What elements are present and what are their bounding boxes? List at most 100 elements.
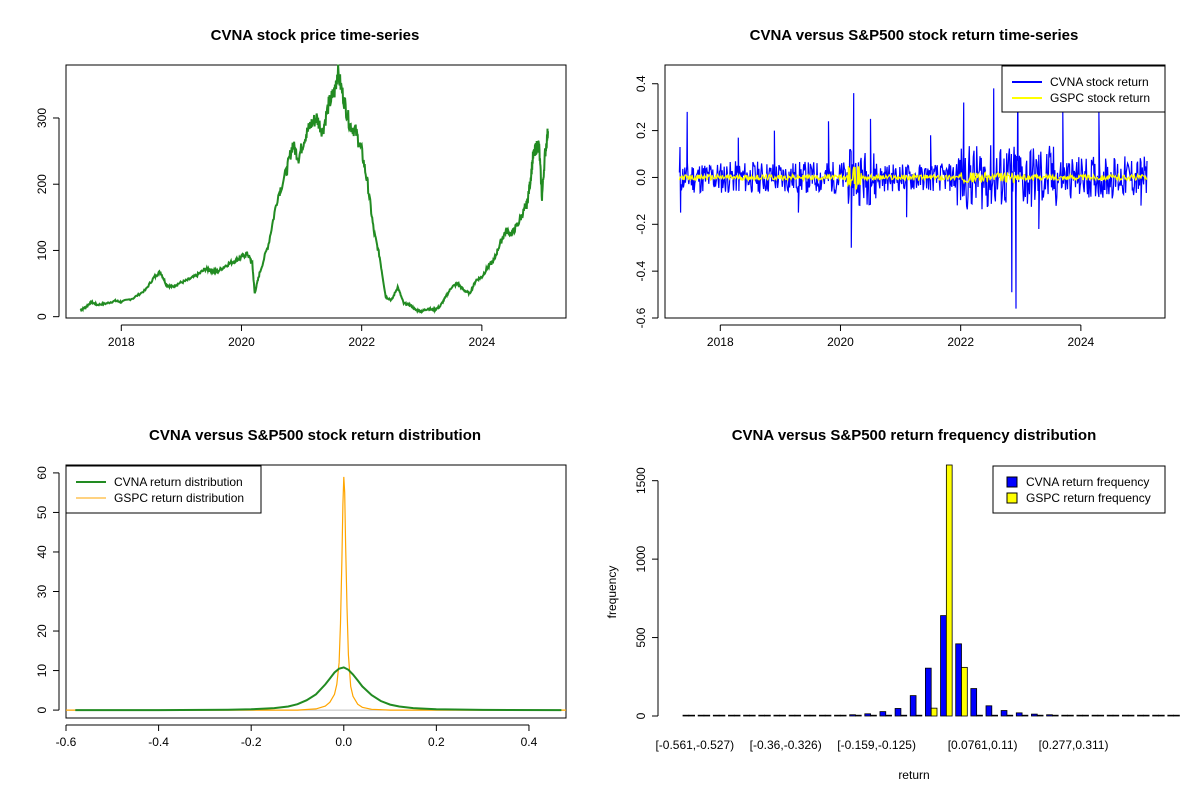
gspc-frequency-bar bbox=[1067, 714, 1074, 717]
cvna-frequency-bar bbox=[940, 615, 947, 717]
panel1-y-tick-label: 300 bbox=[35, 108, 49, 128]
gspc-frequency-bar bbox=[749, 714, 756, 717]
cvna-frequency-bar bbox=[1076, 714, 1084, 717]
gspc-frequency-bar bbox=[809, 714, 817, 717]
cvna-density-line bbox=[75, 666, 562, 712]
gspc-frequency-bar bbox=[961, 666, 968, 717]
gspc-frequency-bar bbox=[794, 714, 802, 717]
cvna-frequency-bar bbox=[788, 714, 796, 717]
cvna-frequency-bar bbox=[1167, 714, 1175, 717]
panel-return-distribution: CVNA versus S&P500 stock return distribu… bbox=[35, 427, 567, 749]
gspc-frequency-bar bbox=[839, 714, 847, 717]
cvna-frequency-bar bbox=[1091, 714, 1099, 717]
legend-label-gspc-density: GSPC return distribution bbox=[114, 491, 244, 505]
legend-label-gspc-frequency: GSPC return frequency bbox=[1026, 491, 1151, 505]
panel2-y-axis: -0.6 -0.4 -0.2 0.0 0.2 0.4 bbox=[634, 75, 659, 328]
cvna-frequency-bar bbox=[849, 714, 856, 717]
panel4-y-axis: 0 500 1000 1500 bbox=[634, 467, 659, 719]
cvna-frequency-bar bbox=[1106, 714, 1114, 717]
cvna-frequency-bar bbox=[803, 714, 811, 717]
panel2-x-tick-label: 2022 bbox=[947, 335, 974, 349]
gspc-frequency-bar bbox=[976, 714, 983, 717]
gspc-frequency-bar bbox=[900, 714, 908, 717]
cvna-frequency-bar bbox=[909, 695, 917, 717]
panel2-y-tick-label: 0.0 bbox=[634, 169, 648, 186]
gspc-frequency-bar bbox=[703, 714, 711, 717]
cvna-frequency-bar bbox=[1137, 714, 1144, 717]
cvna-frequency-bar bbox=[682, 714, 690, 717]
gspc-frequency-bar bbox=[1142, 714, 1150, 717]
gspc-frequency-bar bbox=[1006, 714, 1014, 717]
panel1-x-tick-label: 2020 bbox=[228, 335, 255, 349]
panel-return-frequency: CVNA versus S&P500 return frequency dist… bbox=[605, 427, 1180, 782]
panel2-x-tick-label: 2024 bbox=[1068, 335, 1095, 349]
cvna-frequency-bar bbox=[879, 711, 887, 717]
panel3-y-tick-label: 0 bbox=[35, 706, 49, 713]
gspc-frequency-bar bbox=[1158, 714, 1165, 717]
panel4-y-axis-label: frequency bbox=[605, 566, 619, 619]
panel4-x-labels: [-0.561,-0.527) [-0.36,-0.326) [-0.159,-0.… bbox=[655, 738, 1108, 752]
panel2-legend-box bbox=[1001, 65, 1166, 113]
panel3-y-axis: 0 10 20 30 40 50 60 bbox=[35, 466, 60, 713]
cvna-price-line bbox=[79, 64, 549, 314]
gspc-frequency-bar bbox=[779, 714, 786, 717]
cvna-frequency-bar bbox=[1046, 714, 1053, 717]
gspc-frequency-bar bbox=[1052, 714, 1059, 717]
panel2-frame bbox=[664, 64, 1166, 319]
panel1-y-tick-label: 200 bbox=[35, 174, 49, 194]
cvna-frequency-bar bbox=[894, 708, 902, 717]
panel3-y-tick-label: 60 bbox=[35, 466, 49, 480]
panel2-y-tick-label: -0.6 bbox=[634, 307, 648, 328]
gspc-frequency-bar bbox=[930, 707, 938, 717]
panel3-x-tick-label: -0.4 bbox=[148, 735, 169, 749]
panel3-x-tick-label: 0.0 bbox=[335, 735, 352, 749]
panel2-y-tick-label: -0.2 bbox=[634, 214, 648, 235]
gspc-frequency-bar bbox=[945, 464, 953, 717]
panel4-x-axis-label: return bbox=[898, 768, 929, 782]
panel1-title: CVNA stock price time-series bbox=[211, 27, 420, 44]
gspc-frequency-bar bbox=[688, 714, 695, 717]
gspc-frequency-bar bbox=[1082, 714, 1089, 717]
legend-label-cvna-return: CVNA stock return bbox=[1050, 75, 1149, 89]
panel2-title: CVNA versus S&P500 stock return time-ser… bbox=[750, 27, 1079, 44]
cvna-frequency-bar bbox=[1121, 714, 1129, 717]
gspc-frequency-bar bbox=[764, 714, 771, 717]
panel1-x-tick-label: 2024 bbox=[469, 335, 496, 349]
panel2-y-tick-label: 0.2 bbox=[634, 122, 648, 139]
cvna-frequency-bar bbox=[728, 714, 735, 717]
panel1-x-tick-label: 2022 bbox=[348, 335, 375, 349]
panel3-legend: CVNA return distribution GSPC return dis… bbox=[65, 465, 262, 514]
gspc-frequency-bar bbox=[824, 714, 832, 717]
panel4-title: CVNA versus S&P500 return frequency dist… bbox=[732, 427, 1097, 444]
panel-cvna-price: CVNA stock price time-series 2018 2020 202… bbox=[35, 27, 567, 349]
panel1-y-axis: 0 100 200 300 bbox=[35, 108, 60, 320]
legend-swatch-cvna-frequency bbox=[1006, 476, 1018, 488]
cvna-return-line bbox=[678, 69, 1148, 309]
gspc-return-line bbox=[678, 165, 1148, 190]
legend-label-cvna-density: CVNA return distribution bbox=[114, 475, 243, 489]
panel4-bin-label: [-0.36,-0.326) bbox=[750, 738, 822, 752]
cvna-frequency-bar bbox=[773, 714, 781, 717]
panel4-legend: CVNA return frequency GSPC return freque… bbox=[992, 465, 1166, 514]
gspc-frequency-bar bbox=[1127, 714, 1135, 717]
panel4-y-tick-label: 1000 bbox=[634, 545, 648, 572]
panel3-y-tick-label: 10 bbox=[35, 664, 49, 678]
gspc-frequency-bar bbox=[1173, 714, 1180, 717]
cvna-frequency-bar bbox=[1015, 712, 1023, 717]
gspc-frequency-bar bbox=[718, 714, 726, 717]
gspc-frequency-bar bbox=[1021, 714, 1029, 717]
panel1-x-tick-label: 2018 bbox=[108, 335, 135, 349]
cvna-frequency-bar bbox=[955, 643, 962, 717]
cvna-frequency-bar bbox=[1061, 714, 1068, 717]
gspc-frequency-bar bbox=[885, 714, 892, 717]
panel3-plot-area bbox=[66, 476, 566, 712]
legend-label-gspc-return: GSPC stock return bbox=[1050, 91, 1150, 105]
panel2-y-tick-label: -0.4 bbox=[634, 260, 648, 281]
panel2-y-tick-label: 0.4 bbox=[634, 75, 648, 92]
cvna-frequency-bar bbox=[1152, 714, 1159, 717]
cvna-frequency-bar bbox=[834, 714, 841, 717]
panel4-bin-label: [0.0761,0.11) bbox=[948, 738, 1018, 752]
panel2-x-tick-label: 2018 bbox=[707, 335, 734, 349]
panel1-plot-area bbox=[79, 64, 549, 314]
